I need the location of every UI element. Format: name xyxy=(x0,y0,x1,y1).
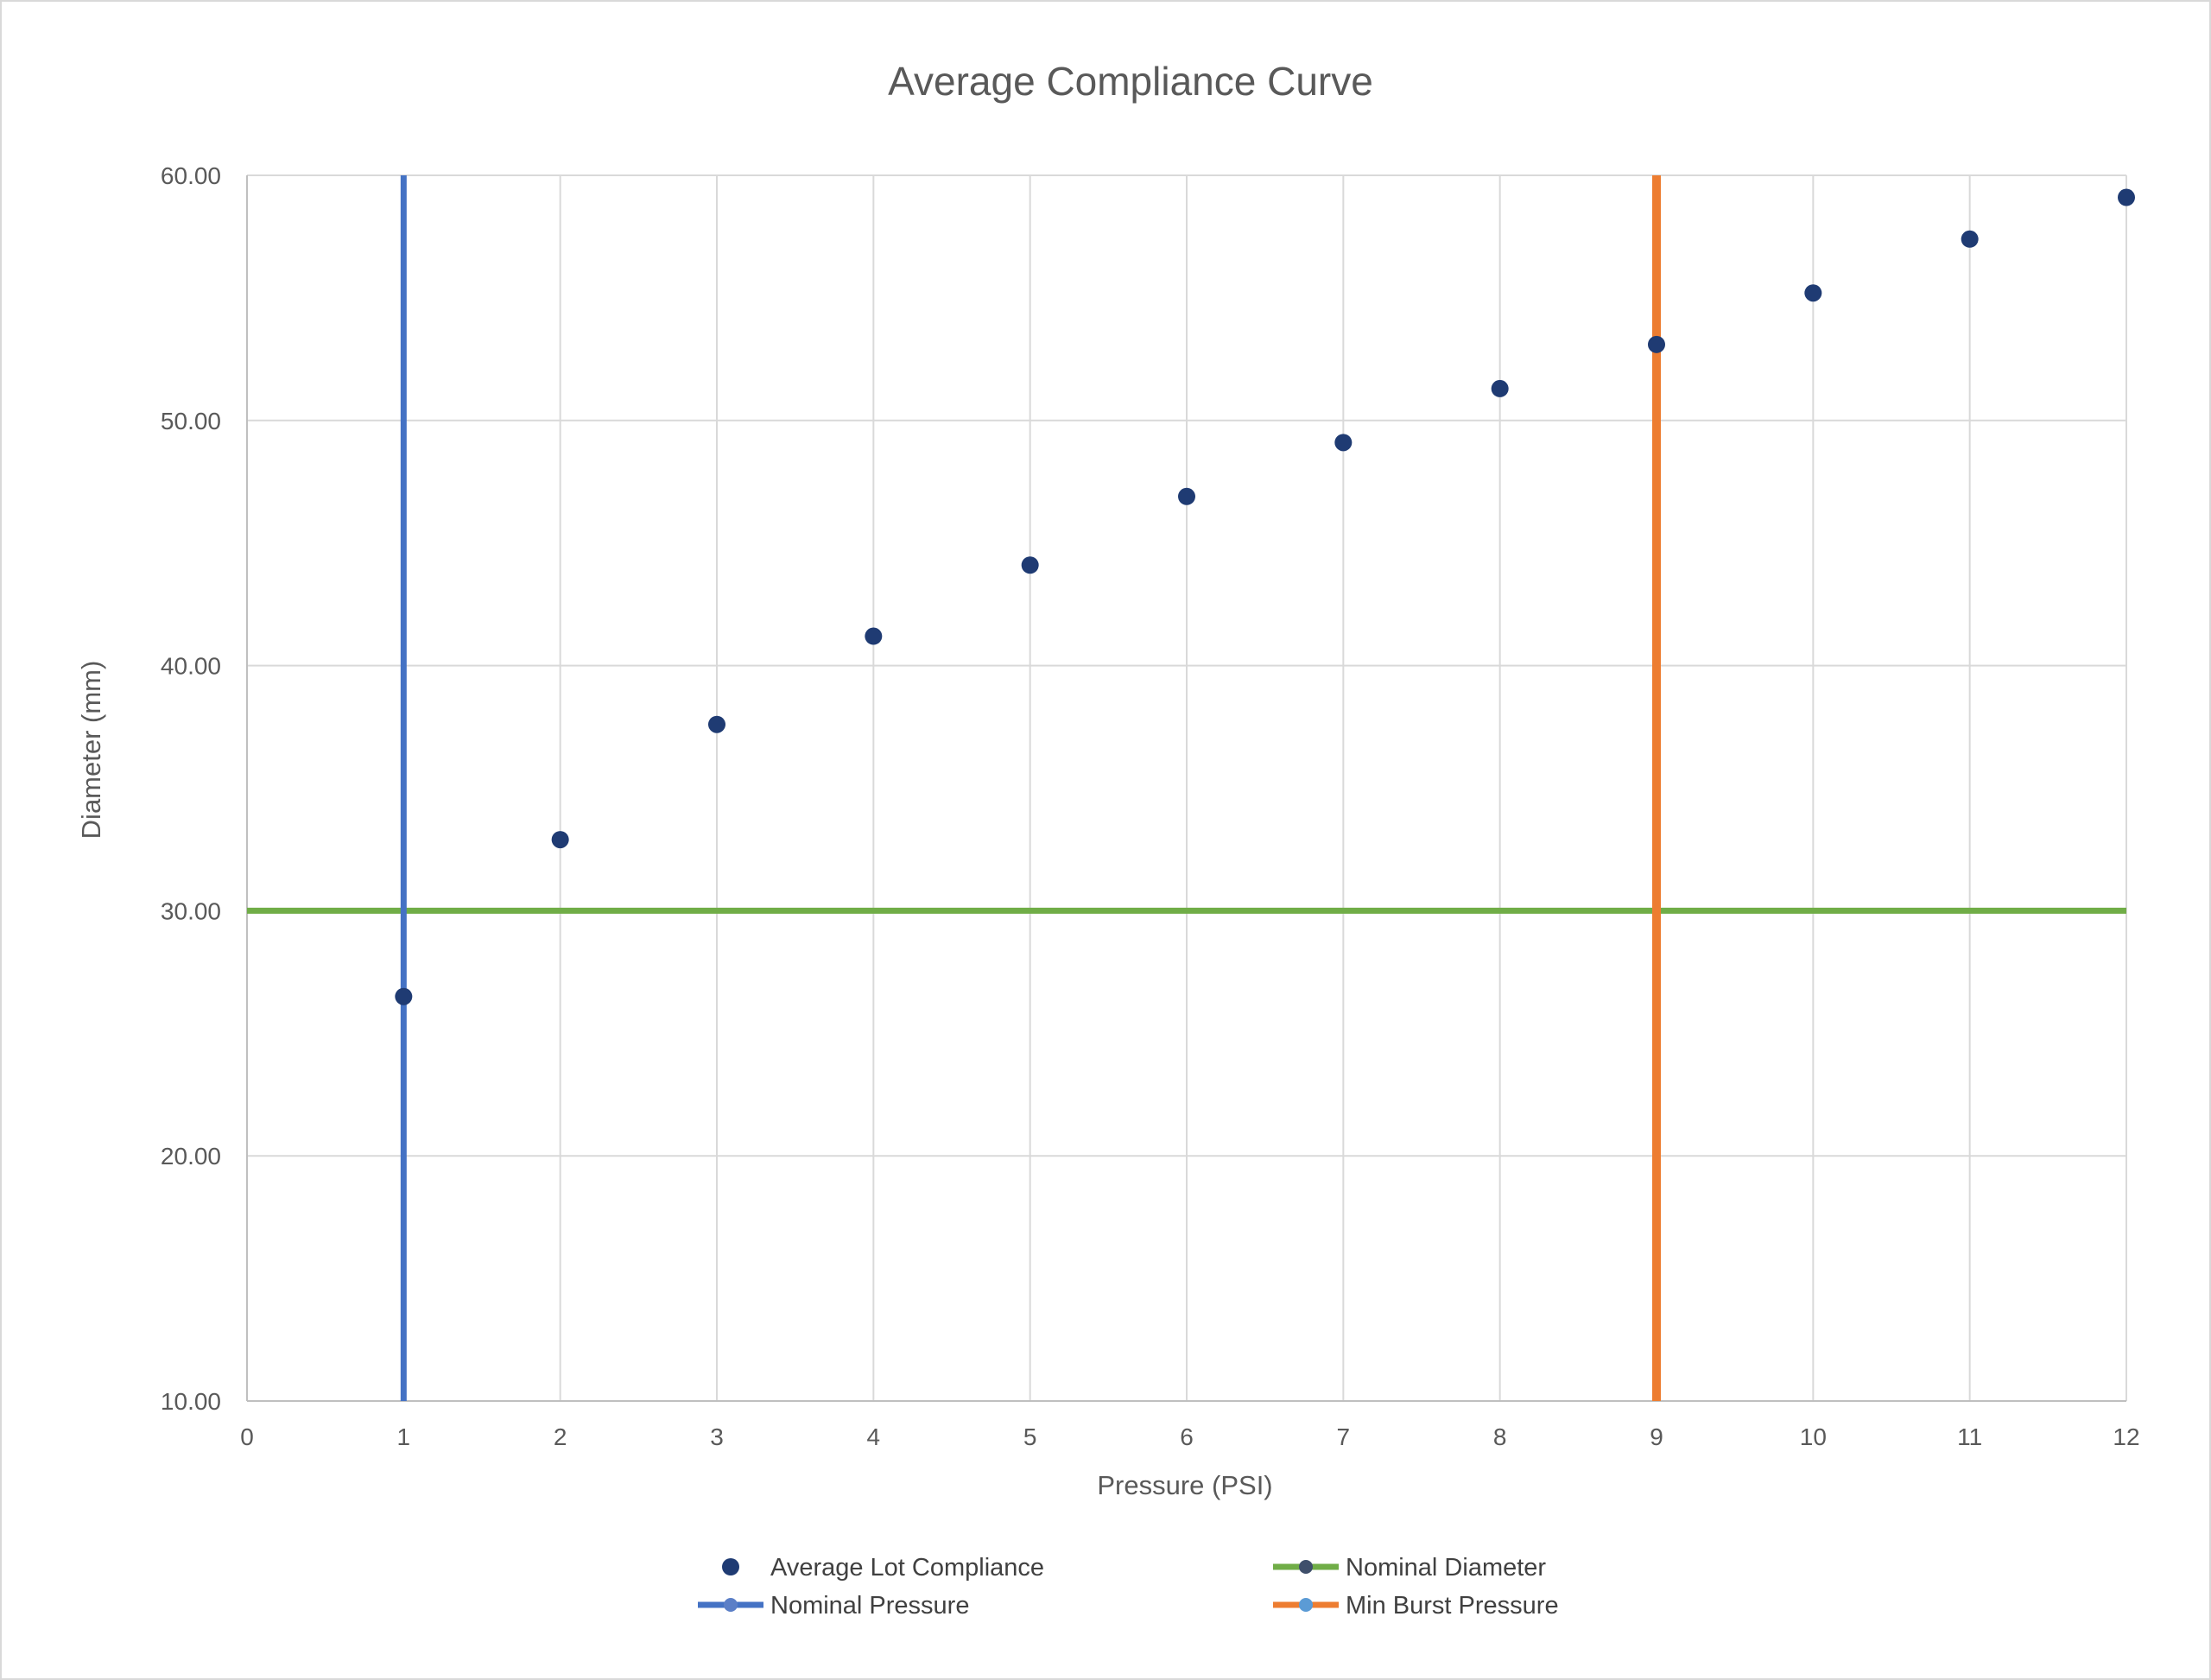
data-point xyxy=(1334,434,1353,452)
y-tick-label: 20.00 xyxy=(161,1143,221,1170)
legend-marker-min-burst-pressure xyxy=(1299,1598,1313,1612)
legend-label-average-lot-compliance: Average Lot Compliance xyxy=(770,1554,1044,1582)
x-tick-label: 6 xyxy=(1180,1423,1194,1450)
y-tick-label: 50.00 xyxy=(161,408,221,434)
data-point xyxy=(2118,188,2135,206)
axes xyxy=(246,175,2126,1402)
plot-series xyxy=(247,175,2135,1401)
legend-marker-nominal-pressure xyxy=(724,1598,738,1612)
x-tick-label: 9 xyxy=(1650,1423,1663,1450)
x-tick-label: 1 xyxy=(397,1423,411,1450)
data-point xyxy=(551,831,569,849)
legend-label-min-burst-pressure: Min Burst Pressure xyxy=(1346,1592,1559,1620)
x-tick-label: 8 xyxy=(1493,1423,1507,1450)
data-point xyxy=(1648,335,1665,353)
legend-label-nominal-pressure: Nominal Pressure xyxy=(770,1592,969,1620)
x-tick-label: 3 xyxy=(710,1423,724,1450)
y-axis-title: Diameter (mm) xyxy=(76,661,106,840)
y-tick-label: 10.00 xyxy=(161,1388,221,1415)
x-tick-label: 12 xyxy=(2113,1423,2139,1450)
y-tick-label: 40.00 xyxy=(161,653,221,680)
y-tick-label: 30.00 xyxy=(161,897,221,924)
data-point xyxy=(1804,284,1822,302)
legend-marker-average-lot-compliance xyxy=(722,1558,739,1575)
x-axis-title: Pressure (PSI) xyxy=(1097,1470,1272,1500)
legend-marker-nominal-diameter xyxy=(1299,1560,1313,1574)
legend: Average Lot Compliance Nominal Diameter No… xyxy=(698,1554,1559,1620)
gridlines xyxy=(247,174,2127,1401)
data-point xyxy=(1021,556,1039,574)
x-tick-label: 4 xyxy=(867,1423,881,1450)
legend-label-nominal-diameter: Nominal Diameter xyxy=(1346,1554,1546,1582)
data-point xyxy=(395,987,413,1005)
data-point xyxy=(1961,230,1979,248)
x-tick-label: 0 xyxy=(240,1423,254,1450)
data-point xyxy=(1491,379,1509,397)
data-point xyxy=(865,627,883,645)
chart-title: Average Compliance Curve xyxy=(888,59,1373,104)
x-tick-label: 5 xyxy=(1023,1423,1037,1450)
tick-labels: 0 1 2 3 4 5 6 7 8 9 10 11 1210.0020.0030.0040.0050.0… xyxy=(161,162,2140,1450)
data-point xyxy=(708,715,725,733)
x-tick-label: 2 xyxy=(554,1423,567,1450)
data-point xyxy=(1178,487,1195,505)
y-tick-label: 60.00 xyxy=(161,162,221,189)
x-tick-label: 11 xyxy=(1957,1423,1982,1450)
x-tick-label: 10 xyxy=(1800,1423,1827,1450)
x-tick-label: 7 xyxy=(1337,1423,1351,1450)
